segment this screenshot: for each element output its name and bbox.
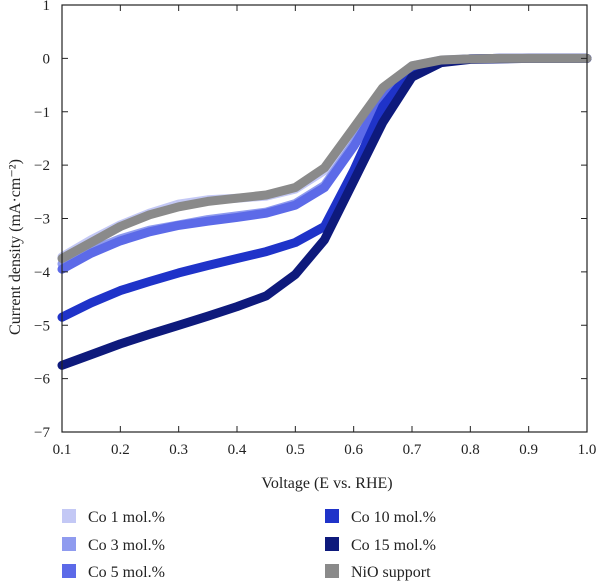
legend-label-0: Co 1 mol.% (88, 509, 165, 526)
x-tick-label: 0.1 (53, 442, 72, 458)
y-tick-label: −1 (34, 105, 50, 121)
y-axis-title: Current density (mA·cm⁻²) (7, 159, 24, 335)
legend-swatch-3 (325, 509, 339, 523)
legend: Co 1 mol.% Co 3 mol.% Co 5 mol.% Co 10 mol.… (62, 509, 436, 581)
x-tick-label: 0.2 (111, 442, 130, 458)
plot-area (57, 4, 592, 433)
x-axis: 0.1 0.2 0.3 0.4 0.5 0.6 0.7 0.8 0.9 1.0 (53, 5, 597, 458)
x-tick-label: 0.8 (461, 442, 480, 458)
series-line-4 (57, 53, 592, 370)
x-tick-label: 0.3 (169, 442, 188, 458)
y-axis: 1 0 −1 −2 −3 −4 −5 −6 −7 (34, 0, 587, 441)
legend-swatch-1 (62, 537, 76, 551)
y-tick-label: −4 (34, 265, 50, 281)
x-tick-label: 0.9 (519, 442, 538, 458)
y-tick-label: 0 (43, 51, 51, 67)
legend-swatch-2 (62, 564, 76, 578)
legend-label-4: Co 15 mol.% (351, 537, 436, 554)
legend-swatch-0 (62, 509, 76, 523)
legend-label-2: Co 5 mol.% (88, 564, 165, 581)
x-tick-label: 0.4 (228, 442, 247, 458)
y-tick-label: −6 (34, 372, 50, 388)
x-tick-label: 0.6 (344, 442, 363, 458)
legend-label-3: Co 10 mol.% (351, 509, 436, 526)
legend-label-5: NiO support (351, 564, 431, 581)
y-tick-label: −5 (34, 318, 50, 334)
y-tick-label: −7 (34, 425, 50, 441)
legend-swatch-4 (325, 537, 339, 551)
x-tick-label: 1.0 (578, 442, 597, 458)
y-tick-label: −3 (34, 212, 50, 228)
y-tick-label: 1 (43, 0, 51, 14)
x-tick-label: 0.5 (286, 442, 305, 458)
legend-swatch-5 (325, 564, 339, 578)
series-line-5 (57, 53, 592, 263)
x-tick-label: 0.7 (403, 442, 422, 458)
legend-label-1: Co 3 mol.% (88, 537, 165, 554)
x-axis-title: Voltage (E vs. RHE) (261, 475, 392, 492)
y-tick-label: −2 (34, 158, 50, 174)
